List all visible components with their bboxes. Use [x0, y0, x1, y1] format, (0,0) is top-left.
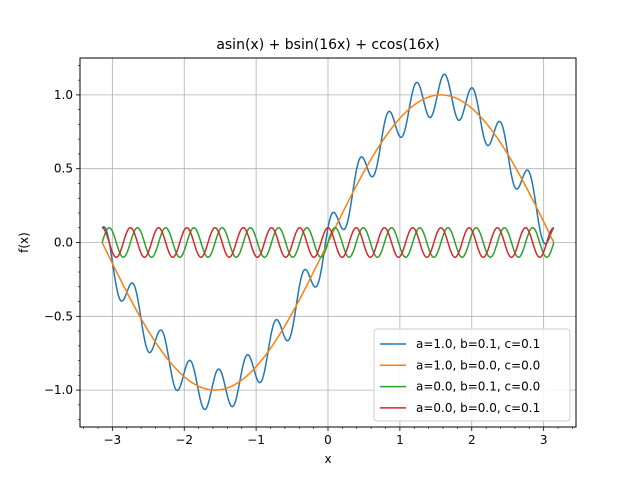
chart-title: asin(x) + bsin(16x) + ccos(16x) [216, 37, 439, 53]
y-tick-label: 1.0 [54, 88, 73, 102]
x-tick-label: 0 [324, 433, 332, 447]
y-tick-label: 0.0 [54, 236, 73, 250]
x-tick-label: 1 [396, 433, 404, 447]
y-tick-label: 0.5 [54, 162, 73, 176]
legend-label: a=1.0, b=0.0, c=0.0 [416, 358, 540, 372]
x-tick-label: 2 [468, 433, 476, 447]
legend-label: a=0.0, b=0.0, c=0.1 [416, 401, 540, 415]
x-tick-label: −1 [247, 433, 265, 447]
legend-box [373, 328, 571, 422]
x-tick-label: 3 [540, 433, 548, 447]
legend-label: a=0.0, b=0.1, c=0.0 [416, 380, 540, 394]
axis-ticks: −3 −2 −1 0 1 2 3 −1.0 −0.5 0.0 0.5 1.0 [44, 65, 573, 447]
x-tick-label: −3 [103, 433, 121, 447]
legend-label: a=1.0, b=0.1, c=0.1 [416, 337, 540, 351]
legend: a=1.0, b=0.1, c=0.1 a=1.0, b=0.0, c=0.0 a=… [373, 328, 571, 422]
series-line [101, 226, 555, 259]
series-layer [101, 73, 555, 411]
x-axis-label: x [324, 452, 331, 466]
y-axis-label: f(x) [17, 232, 31, 253]
x-tick-label: −2 [175, 433, 193, 447]
series-line [101, 226, 555, 259]
y-tick-label: −0.5 [44, 309, 73, 323]
y-tick-label: −1.0 [44, 383, 73, 397]
